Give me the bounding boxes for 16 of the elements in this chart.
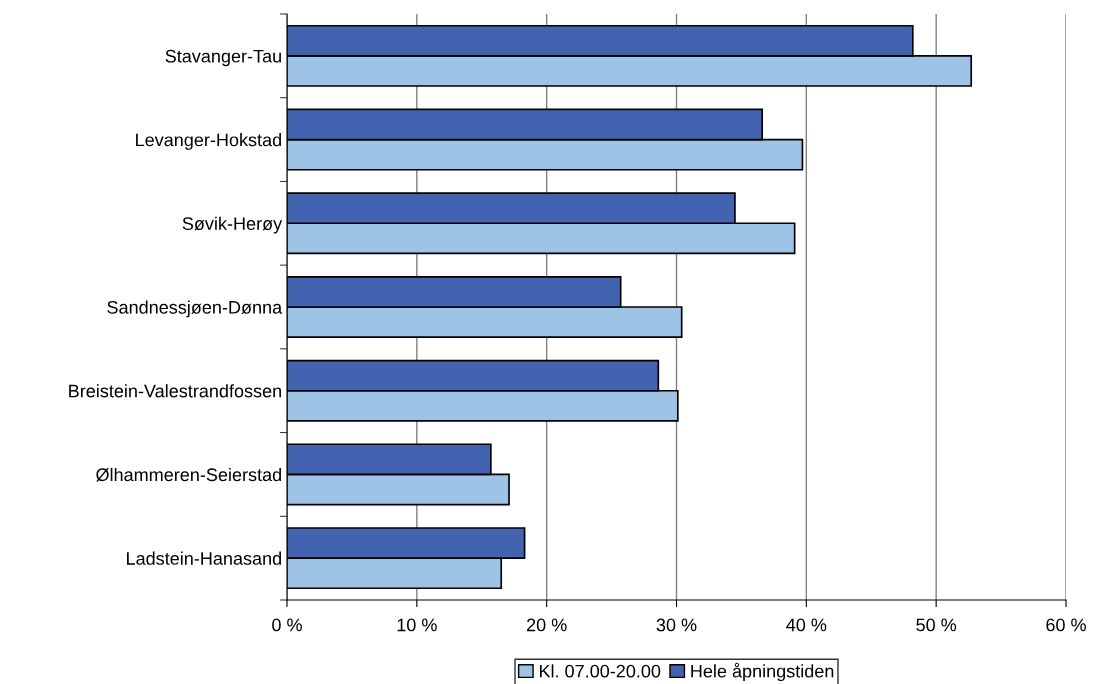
y-tick-label: Ølhammeren-Seierstad [96,467,281,482]
x-tick-label: 20 % [527,618,567,632]
y-tick-label: Stavanger-Tau [165,49,281,67]
legend-label: Kl. 07.00-20.00 [539,664,661,678]
x-tick-label: 60 % [1046,618,1086,632]
y-tick-label: Ladstein-Hanasand [127,551,281,565]
x-tick-label: 10 % [397,618,437,632]
y-tick-label: Søvik-Herøy [182,216,283,234]
legend-label: Hele åpningstiden [691,662,834,682]
y-tick-label: Breistein-Valestrandfossen [69,384,281,398]
x-tick-label: 30 % [656,618,697,632]
x-tick-label: 0 % [272,618,302,632]
x-tick-label: 50 % [916,618,957,632]
y-tick-label: Sandnessjøen-Dønna [107,300,283,318]
x-tick-label: 40 % [786,618,827,632]
y-tick-label: Levanger-Hokstad [136,133,281,150]
